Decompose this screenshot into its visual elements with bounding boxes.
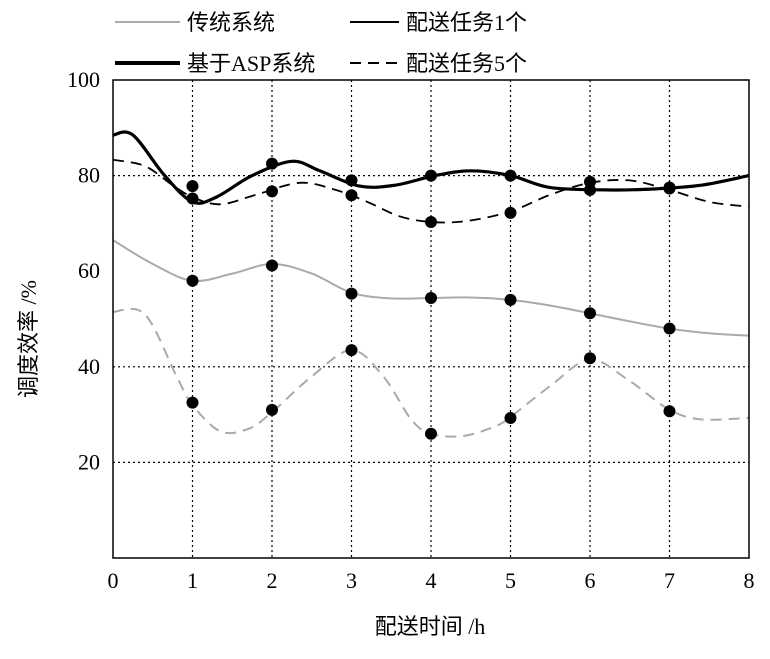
marker-asp-task5 bbox=[425, 215, 437, 228]
marker-traditional-task1 bbox=[425, 291, 437, 304]
marker-traditional-task1 bbox=[663, 322, 676, 335]
marker-traditional-task5 bbox=[186, 396, 199, 409]
marker-asp-task1 bbox=[345, 174, 358, 187]
x-tick-label: 8 bbox=[744, 568, 755, 593]
marker-traditional-task5 bbox=[266, 403, 278, 416]
legend-label-traditional: 传统系统 bbox=[187, 10, 275, 35]
series-line-asp-task1 bbox=[112, 130, 750, 205]
series-line-asp-task5 bbox=[112, 158, 750, 224]
x-tick-label: 4 bbox=[426, 568, 437, 593]
y-axis-label: 调度效率 /% bbox=[16, 280, 41, 398]
legend-label-task5: 配送任务5个 bbox=[406, 51, 527, 76]
x-tick-label: 1 bbox=[187, 568, 198, 593]
legend: 传统系统 基于ASP系统 配送任务1个 配送任务5个 bbox=[115, 10, 527, 76]
y-tick-label: 60 bbox=[78, 258, 100, 283]
marker-asp-task5 bbox=[504, 206, 517, 219]
x-tick-label: 3 bbox=[346, 568, 357, 593]
legend-label-task1: 配送任务1个 bbox=[406, 10, 527, 35]
marker-asp-task1 bbox=[504, 169, 517, 182]
marker-traditional-task1 bbox=[345, 287, 358, 300]
data-markers bbox=[186, 157, 676, 440]
y-tick-label: 80 bbox=[78, 163, 100, 188]
marker-traditional-task5 bbox=[425, 427, 437, 440]
marker-traditional-task5 bbox=[504, 411, 517, 424]
marker-asp-task1 bbox=[186, 192, 199, 205]
grid-lines bbox=[113, 80, 749, 558]
y-tick-label: 100 bbox=[67, 67, 100, 92]
marker-asp-task1 bbox=[266, 157, 278, 170]
marker-asp-task5 bbox=[345, 189, 358, 202]
y-tick-label: 20 bbox=[78, 449, 100, 474]
marker-asp-task5 bbox=[266, 185, 278, 198]
x-axis-label: 配送时间 /h bbox=[375, 614, 486, 639]
y-tick-label: 40 bbox=[78, 354, 100, 379]
x-tick-label: 5 bbox=[505, 568, 516, 593]
marker-asp-task5 bbox=[584, 175, 596, 188]
x-tick-label: 7 bbox=[664, 568, 675, 593]
marker-traditional-task5 bbox=[345, 344, 358, 357]
marker-traditional-task1 bbox=[504, 293, 517, 306]
marker-asp-task5 bbox=[663, 182, 676, 195]
series-line-traditional-task5 bbox=[112, 307, 750, 438]
marker-traditional-task5 bbox=[584, 352, 596, 365]
marker-traditional-task1 bbox=[584, 307, 596, 320]
x-tick-label: 2 bbox=[267, 568, 278, 593]
x-tick-label: 0 bbox=[108, 568, 119, 593]
marker-asp-task5 bbox=[186, 180, 199, 193]
tick-labels: 0 1 2 3 4 5 6 7 8 20 40 60 80 100 bbox=[67, 67, 755, 593]
x-tick-label: 6 bbox=[585, 568, 596, 593]
marker-asp-task1 bbox=[425, 169, 437, 182]
legend-label-asp: 基于ASP系统 bbox=[187, 51, 315, 76]
plot-area-frame bbox=[112, 79, 750, 559]
marker-traditional-task1 bbox=[266, 259, 278, 272]
marker-traditional-task5 bbox=[663, 405, 676, 418]
marker-traditional-task1 bbox=[186, 274, 199, 287]
